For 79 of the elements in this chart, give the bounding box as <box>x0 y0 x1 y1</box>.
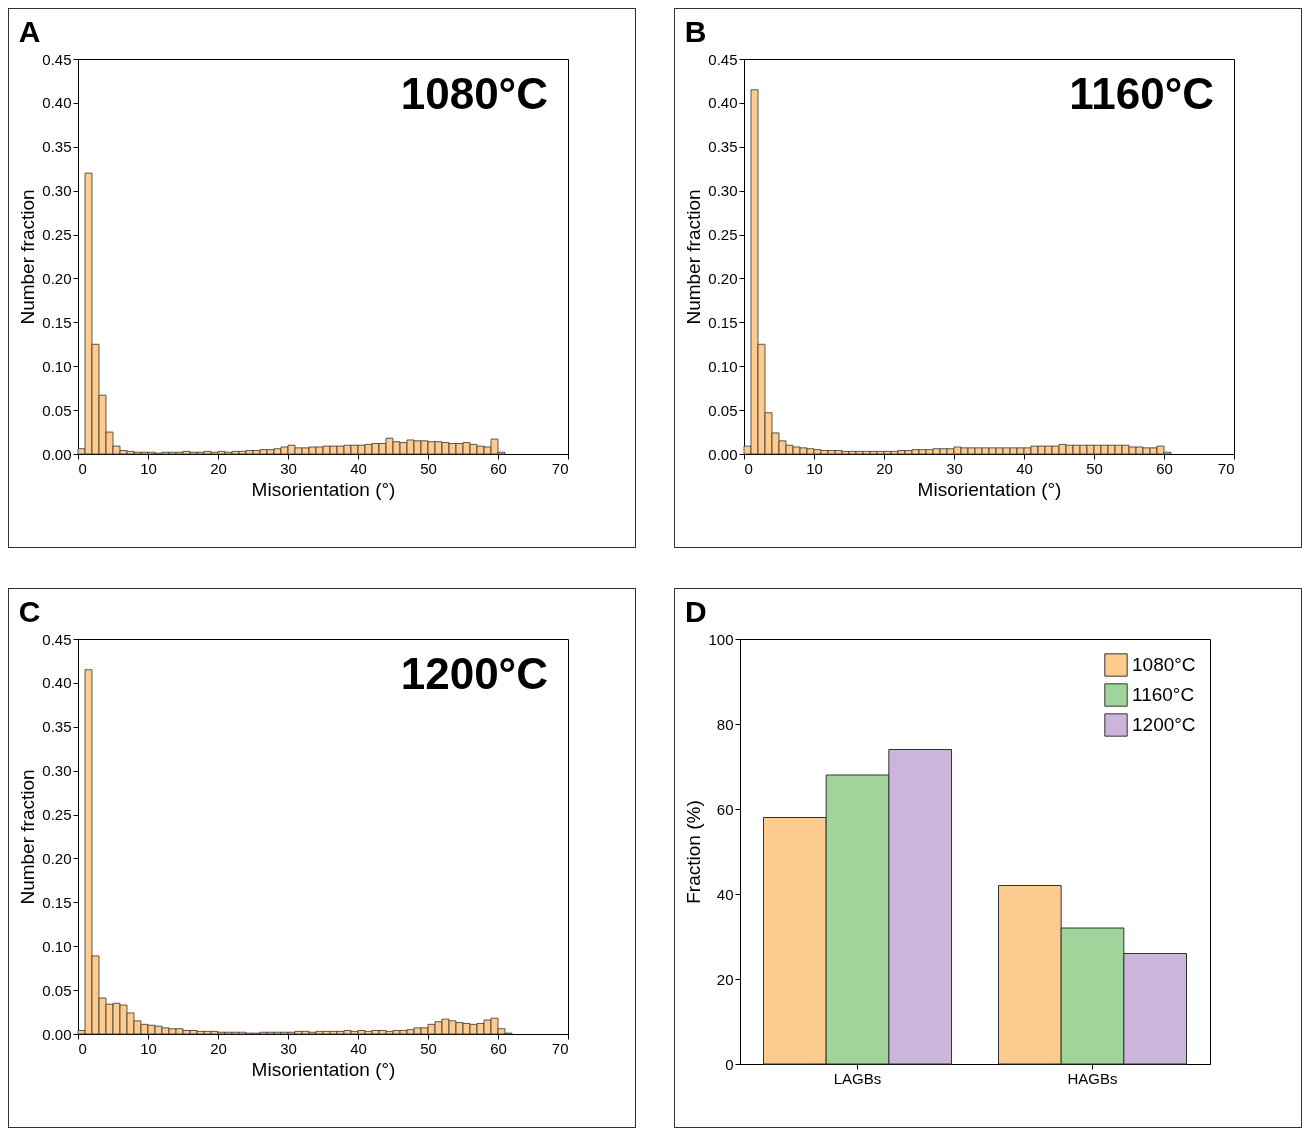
y-tick-label: 0.15 <box>42 893 72 911</box>
legend-label: 1080°C <box>1132 654 1196 675</box>
legend-label: 1160°C <box>1132 684 1195 705</box>
y-axis-title: Fraction (%) <box>683 800 705 904</box>
annotation: 1160°C <box>1069 69 1214 118</box>
y-tick-label: 0.40 <box>42 674 72 692</box>
x-tick-label: HAGBs <box>1067 1069 1118 1087</box>
annotation: 1080°C <box>400 69 548 118</box>
chart-title: C <box>18 595 41 628</box>
x-tick-label: 60 <box>490 1039 507 1057</box>
x-tick-label: 10 <box>806 459 823 477</box>
y-tick-label: 40 <box>716 885 734 903</box>
y-tick-label: 0.45 <box>42 630 72 648</box>
x-tick-label: 50 <box>1086 459 1103 477</box>
x-tick-label: 40 <box>350 459 367 477</box>
y-tick-label: 0 <box>725 1055 734 1073</box>
y-axis-title: Number fraction <box>17 769 39 905</box>
y-tick-label: 0.10 <box>42 937 72 955</box>
y-tick-label: 0.35 <box>42 718 72 736</box>
y-tick-label: 0.20 <box>42 849 72 867</box>
x-tick-label: LAGBs <box>833 1069 882 1087</box>
y-tick-label: 0.25 <box>708 226 738 244</box>
x-tick-label: 20 <box>876 459 893 477</box>
chart-title: A <box>18 15 41 48</box>
x-tick-label: 0 <box>744 459 753 477</box>
y-tick-label: 0.35 <box>708 138 738 156</box>
x-tick-label: 50 <box>420 1039 437 1057</box>
y-tick-label: 0.45 <box>42 50 72 68</box>
x-tick-label: 0 <box>78 459 87 477</box>
x-tick-label: 70 <box>551 1039 569 1057</box>
y-tick-label: 0.10 <box>708 357 738 375</box>
y-tick-label: 0.05 <box>708 401 738 419</box>
y-tick-label: 0.30 <box>42 762 72 780</box>
x-tick-label: 10 <box>140 459 157 477</box>
y-axis-title: Number fraction <box>683 189 705 325</box>
x-tick-label: 70 <box>1217 459 1235 477</box>
x-tick-label: 60 <box>1156 459 1173 477</box>
x-tick-label: 40 <box>350 1039 367 1057</box>
annotation: 1200°C <box>400 649 548 698</box>
y-axis-title: Number fraction <box>17 189 39 325</box>
x-axis-title: Misorientation (°) <box>251 478 396 500</box>
y-tick-label: 60 <box>716 800 734 818</box>
x-tick-label: 10 <box>140 1039 157 1057</box>
y-tick-label: 0.05 <box>42 401 72 419</box>
chart-title: B <box>684 15 707 48</box>
y-tick-label: 80 <box>716 715 734 733</box>
x-tick-label: 30 <box>280 459 297 477</box>
y-tick-label: 0.00 <box>42 1025 72 1043</box>
x-tick-label: 30 <box>946 459 963 477</box>
y-tick-label: 0.00 <box>42 445 72 463</box>
x-axis-title: Misorientation (°) <box>917 478 1062 500</box>
x-tick-label: 0 <box>78 1039 87 1057</box>
y-tick-label: 0.45 <box>708 50 738 68</box>
legend-label: 1200°C <box>1132 714 1196 735</box>
y-tick-label: 0.40 <box>708 94 738 112</box>
x-tick-label: 30 <box>280 1039 297 1057</box>
x-axis-title: Misorientation (°) <box>251 1058 396 1080</box>
y-tick-label: 0.10 <box>42 357 72 375</box>
y-tick-label: 0.20 <box>42 269 72 287</box>
x-tick-label: 70 <box>551 459 569 477</box>
y-tick-label: 0.15 <box>42 313 72 331</box>
chart-title: D <box>684 595 707 628</box>
y-tick-label: 0.40 <box>42 94 72 112</box>
y-tick-label: 0.30 <box>708 182 738 200</box>
x-tick-label: 60 <box>490 459 507 477</box>
x-tick-label: 20 <box>210 459 227 477</box>
y-tick-label: 0.25 <box>42 226 72 244</box>
y-tick-label: 0.30 <box>42 182 72 200</box>
y-tick-label: 20 <box>716 970 734 988</box>
y-tick-label: 0.00 <box>708 445 738 463</box>
x-tick-label: 20 <box>210 1039 227 1057</box>
y-tick-label: 0.15 <box>708 313 738 331</box>
y-tick-label: 0.05 <box>42 981 72 999</box>
x-tick-label: 50 <box>420 459 437 477</box>
y-tick-label: 0.25 <box>42 806 72 824</box>
x-tick-label: 40 <box>1016 459 1033 477</box>
y-tick-label: 100 <box>708 630 734 648</box>
y-tick-label: 0.20 <box>708 269 738 287</box>
y-tick-label: 0.35 <box>42 138 72 156</box>
